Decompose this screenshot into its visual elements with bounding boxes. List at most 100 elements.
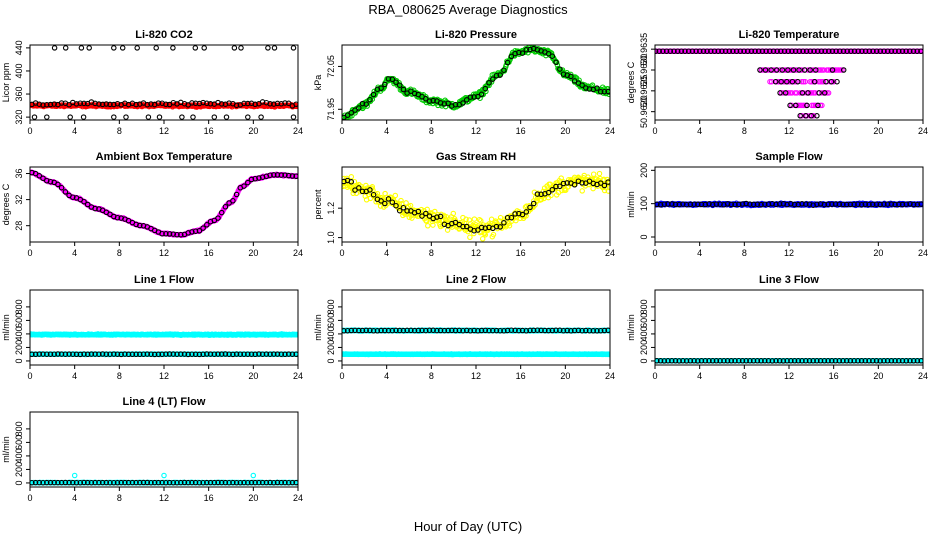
point <box>709 201 716 208</box>
point <box>378 198 384 204</box>
point <box>84 351 91 358</box>
point <box>799 201 805 207</box>
x-tick-label: 8 <box>117 248 122 258</box>
point <box>144 101 151 108</box>
point <box>800 48 806 54</box>
figure-title: RBA_080625 Average Diagnostics <box>368 2 568 17</box>
point <box>482 85 489 92</box>
point <box>293 101 298 107</box>
point <box>741 48 747 54</box>
point <box>726 48 733 54</box>
point <box>892 48 898 54</box>
point <box>463 223 470 230</box>
point <box>396 207 403 214</box>
point <box>728 201 735 208</box>
point <box>795 201 802 208</box>
point <box>813 67 819 73</box>
point <box>170 351 177 357</box>
point <box>478 218 484 224</box>
point <box>678 48 685 54</box>
point <box>58 351 65 357</box>
y-axis-label-ambient: degrees C <box>1 183 11 225</box>
point <box>367 96 373 103</box>
point <box>62 45 69 51</box>
point <box>685 48 692 54</box>
point <box>527 204 533 211</box>
point <box>274 100 281 107</box>
point <box>271 101 277 107</box>
point <box>223 114 230 120</box>
point <box>359 100 366 107</box>
point <box>713 201 720 207</box>
point <box>490 231 497 238</box>
point <box>873 201 880 207</box>
point <box>748 48 755 54</box>
point <box>877 48 884 54</box>
point <box>811 48 817 54</box>
point <box>698 201 705 208</box>
point <box>557 66 563 72</box>
point <box>802 78 808 85</box>
point <box>467 94 474 100</box>
point <box>256 175 262 181</box>
point <box>415 208 422 215</box>
point <box>111 101 117 108</box>
x-tick-label: 20 <box>248 371 258 381</box>
series-sample-1 <box>655 200 923 208</box>
point <box>655 201 660 208</box>
point <box>241 351 247 357</box>
point <box>36 101 43 107</box>
point <box>799 90 806 96</box>
point <box>759 48 766 54</box>
point <box>773 67 780 73</box>
point <box>504 214 511 221</box>
point <box>66 351 72 357</box>
y-tick-label: 71.95 <box>326 98 336 121</box>
point <box>258 114 264 120</box>
point <box>129 351 136 358</box>
point <box>597 89 604 95</box>
y-axis-label-line1: ml/min <box>1 314 11 341</box>
point <box>829 48 836 54</box>
series-co2-1 <box>30 45 298 120</box>
point <box>215 351 221 357</box>
x-tick-label: 24 <box>293 248 303 258</box>
point <box>708 48 714 54</box>
point <box>265 45 271 51</box>
point <box>768 67 774 73</box>
point <box>601 182 608 189</box>
point <box>215 215 221 221</box>
point <box>282 351 288 358</box>
point <box>432 208 438 215</box>
x-tick-label: 12 <box>784 126 794 136</box>
point <box>398 197 404 204</box>
point <box>821 90 828 96</box>
point <box>163 101 169 108</box>
x-tick-label: 16 <box>516 126 526 136</box>
point <box>918 48 923 54</box>
point <box>370 191 377 198</box>
x-tick-label: 24 <box>293 371 303 381</box>
point <box>58 184 65 191</box>
series-pressure-1 <box>342 45 610 120</box>
point <box>530 200 537 207</box>
point <box>378 85 384 91</box>
y-tick-label: 0 <box>14 358 24 363</box>
point <box>252 175 258 182</box>
point <box>62 189 69 195</box>
point <box>780 90 787 96</box>
point <box>55 351 61 357</box>
point <box>743 200 749 207</box>
y-tick-label: 440 <box>14 40 24 55</box>
point <box>99 101 106 108</box>
point <box>122 351 128 357</box>
point <box>899 201 906 208</box>
point <box>810 113 817 119</box>
y-tick-label: 100 <box>639 196 649 211</box>
point <box>553 59 559 66</box>
point <box>697 48 703 54</box>
point <box>111 114 117 120</box>
